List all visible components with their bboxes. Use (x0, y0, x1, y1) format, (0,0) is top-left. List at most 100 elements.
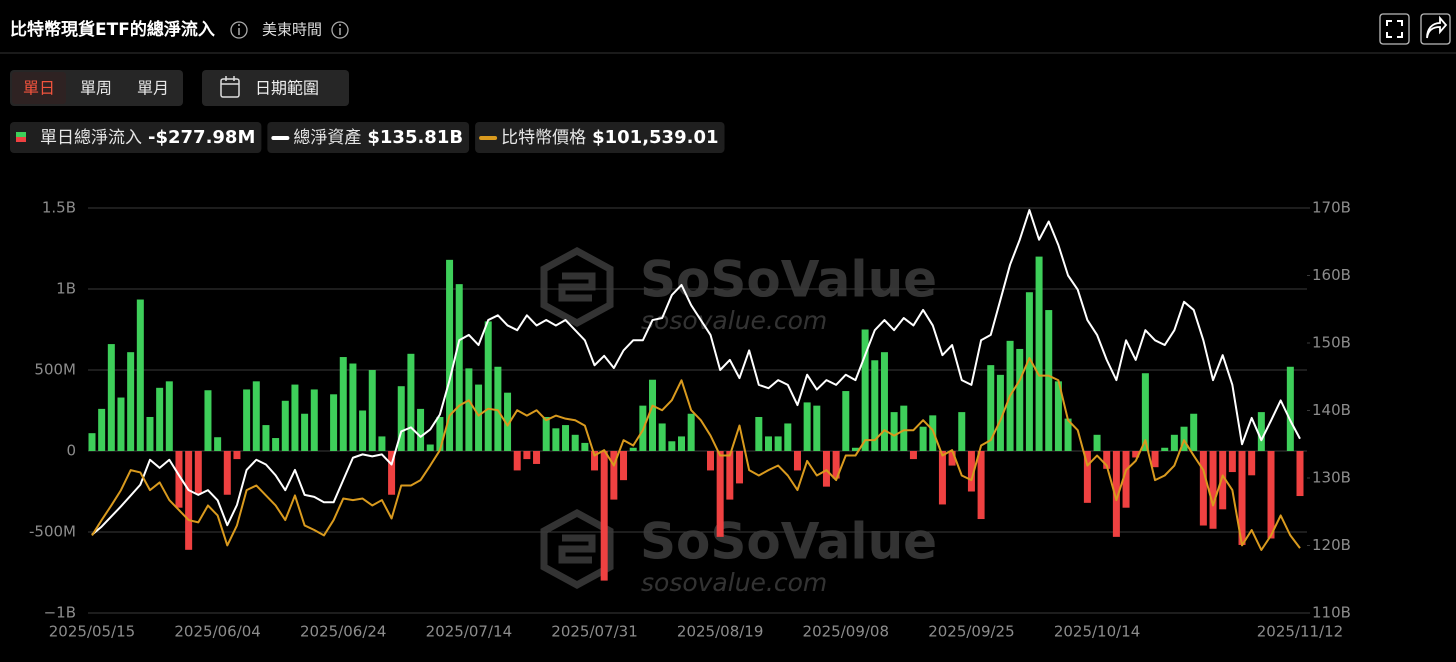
x-tick-label: 2025/06/04 (174, 623, 260, 641)
bar (1064, 418, 1072, 451)
bar (967, 451, 975, 492)
bar (658, 423, 666, 451)
bar (175, 451, 183, 508)
legend-item[interactable]: 比特幣價格 $101,539.01 (475, 122, 725, 153)
x-tick-label: 2025/09/08 (803, 623, 889, 641)
bar (996, 374, 1004, 451)
date-range-label[interactable]: 日期範圍 (255, 79, 319, 98)
bar (649, 379, 657, 451)
bar (98, 408, 106, 451)
bar (755, 416, 763, 451)
info-icon[interactable] (230, 21, 248, 39)
tab[interactable]: 單周 (80, 79, 112, 98)
bar (504, 392, 512, 451)
legend-item[interactable]: 總淨資產 $135.81B (267, 122, 470, 153)
bar (813, 405, 821, 451)
bar (668, 441, 676, 451)
bar (146, 416, 154, 451)
bar (1112, 451, 1120, 537)
legend-swatch (16, 137, 26, 142)
share-button[interactable] (1420, 13, 1451, 45)
legend-name[interactable]: 比特幣價格 (501, 128, 586, 148)
bar (842, 391, 850, 451)
line (91, 357, 1301, 551)
bar (1093, 434, 1101, 451)
bar (397, 386, 405, 451)
y2-tick-label: 120B (1312, 536, 1351, 554)
bar (803, 402, 811, 451)
bar (1219, 451, 1227, 510)
bar (687, 413, 695, 451)
bar (890, 412, 898, 451)
bar (871, 360, 879, 451)
y-tick-label: −1B (44, 604, 76, 622)
legend-bg (475, 122, 725, 153)
legend-value[interactable]: -$277.98M (148, 127, 255, 148)
bar (1016, 348, 1024, 451)
bar (156, 387, 164, 451)
bar (735, 451, 743, 484)
x-tick-label: 2025/06/24 (300, 623, 386, 641)
bar (388, 451, 396, 495)
bar (977, 451, 985, 520)
bar (861, 329, 869, 451)
x-tick-label: 2025/11/12 (1257, 623, 1343, 641)
x-tick-label: 2025/07/14 (426, 623, 512, 641)
bar (1045, 310, 1053, 451)
bar (262, 425, 270, 451)
y-tick-label: -500M (29, 523, 76, 541)
watermark-site: sosovalue.com (641, 306, 827, 335)
info-icon[interactable] (331, 21, 349, 39)
bar (407, 353, 415, 451)
bar (1054, 381, 1062, 451)
bar (310, 389, 318, 451)
bar (793, 451, 801, 471)
bar (204, 390, 212, 451)
bar (1286, 366, 1294, 451)
bar (958, 412, 966, 451)
bar (194, 451, 202, 494)
bar (359, 410, 367, 451)
timezone-label: 美東時間 (262, 21, 322, 39)
bar (330, 394, 338, 451)
bar (880, 352, 888, 451)
bar (620, 451, 628, 481)
bar (1141, 373, 1149, 451)
bar (678, 436, 686, 451)
fullscreen-button[interactable] (1379, 13, 1410, 45)
legend-value[interactable]: $101,539.01 (592, 127, 718, 148)
plot-area: −1B -500M 0 500M 1B 1.5B 110B 120B 130B 140B 150B 1… (29, 199, 1351, 641)
bar (571, 434, 579, 451)
legend-name[interactable]: 單日總淨流入 (40, 128, 142, 148)
y2-tick-label: 140B (1312, 401, 1351, 419)
watermark-site: sosovalue.com (641, 568, 827, 597)
bar (185, 451, 193, 550)
bar (1190, 413, 1198, 451)
bar (107, 344, 115, 451)
bar (117, 397, 125, 451)
bar (832, 451, 840, 479)
date-range-button[interactable]: 日期範圍 (202, 70, 349, 106)
bar (465, 368, 473, 451)
bar (301, 413, 309, 451)
bar (987, 365, 995, 451)
bar (1035, 256, 1043, 451)
legend-item[interactable]: 單日總淨流入 -$277.98M (10, 122, 262, 153)
bar (339, 357, 347, 451)
y-tick-label: 1B (56, 280, 76, 298)
bar (417, 408, 425, 451)
active-tab-bg (12, 72, 66, 104)
legend-value[interactable]: $135.81B (367, 127, 463, 148)
bar (919, 426, 927, 451)
bar (600, 451, 608, 581)
legend-name[interactable]: 總淨資產 (293, 128, 361, 148)
tab[interactable]: 單日 (23, 79, 55, 98)
legend-swatch (16, 132, 26, 137)
tab[interactable]: 單月 (137, 79, 169, 98)
bar (1228, 451, 1236, 473)
bar (542, 416, 550, 451)
bar (475, 384, 483, 451)
bar (1122, 451, 1130, 508)
